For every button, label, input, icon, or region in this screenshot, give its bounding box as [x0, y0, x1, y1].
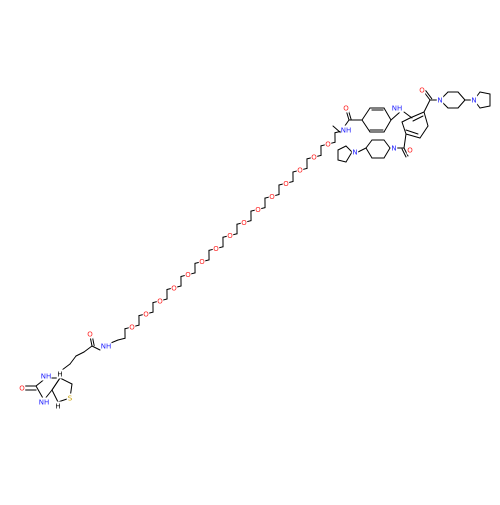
bond-0 [362, 108, 370, 120]
pyrrolidine-n-upper: N [471, 97, 476, 105]
bond-103 [118, 338, 125, 340]
bond-51 [338, 146, 346, 150]
carbonyl-oxygen-upper: O [419, 87, 425, 95]
thioether-s: S [68, 395, 73, 403]
bond-23 [424, 100, 430, 112]
bond-2 [384, 108, 391, 120]
bond-20 [402, 118, 410, 122]
peg-oxygen-27: O [213, 245, 219, 253]
bond-22 [406, 130, 418, 134]
bond-49 [358, 148, 366, 152]
peg-oxygen-9: O [297, 167, 303, 175]
aniline-nh: NH [392, 105, 403, 113]
bond-115 [52, 390, 58, 402]
peg-oxygen-33: O [185, 271, 191, 279]
bond-3 [384, 120, 391, 132]
bond-18 [406, 134, 420, 138]
bond-53 [338, 160, 346, 162]
bond-112 [60, 378, 72, 384]
peg-oxygen-12: O [283, 180, 289, 188]
peg-oxygen-6: O [311, 154, 317, 162]
peg-oxygen-30: O [199, 258, 205, 266]
piperidine-n-upper: N [437, 97, 442, 105]
stereo-h-top: H [57, 371, 62, 379]
peg-oxygen-45: O [129, 323, 135, 331]
bond-13 [391, 112, 400, 120]
amide-oxygen-bottom: O [87, 331, 93, 339]
amide-nh-bottom: NH [101, 343, 112, 351]
bond-37 [480, 106, 490, 108]
urea-oxygen: O [19, 385, 25, 393]
peg-oxygen-36: O [171, 284, 177, 292]
bond-54 [346, 152, 352, 162]
bond-105 [92, 346, 100, 350]
peg-oxygen-18: O [255, 206, 261, 214]
bond-29 [458, 92, 465, 100]
bond-5 [362, 120, 370, 132]
bond-17 [420, 126, 428, 138]
bond-109 [76, 352, 84, 356]
stereo-h-bottom: H [55, 403, 60, 411]
bond-108 [84, 346, 92, 352]
bond-111 [62, 364, 70, 370]
bond-46 [366, 148, 372, 158]
bond-21 [413, 116, 423, 121]
bond-39 [404, 134, 406, 148]
peg-oxygen-24: O [227, 232, 233, 240]
urea-nh-bottom: NH [39, 399, 50, 407]
bond-43 [384, 140, 390, 148]
bond-layer [24, 91, 490, 402]
bond-50 [346, 146, 352, 152]
peg-oxygen-42: O [143, 310, 149, 318]
bond-48 [384, 148, 390, 158]
bond-25 [426, 91, 432, 99]
urea-nh-top: NH [41, 373, 52, 381]
amide-oxygen-top: O [343, 105, 349, 113]
peg-oxygen-15: O [269, 193, 275, 201]
piperidine-n-lower: N [391, 145, 396, 153]
bond-45 [366, 140, 372, 148]
bond-19 [402, 122, 406, 134]
bond-14 [404, 112, 412, 118]
amide-nh-top: NH [341, 127, 352, 135]
bond-16 [424, 112, 428, 126]
carbonyl-oxygen-lower: O [407, 147, 413, 155]
peg-oxygen-39: O [157, 297, 163, 305]
peg-oxygen-3: O [325, 141, 331, 149]
pyrrolidine-n-lower: N [352, 149, 357, 157]
bond-30 [458, 100, 465, 108]
peg-oxygen-21: O [241, 219, 247, 227]
bond-110 [70, 356, 76, 364]
bond-35 [480, 92, 490, 94]
bond-117 [52, 378, 60, 390]
